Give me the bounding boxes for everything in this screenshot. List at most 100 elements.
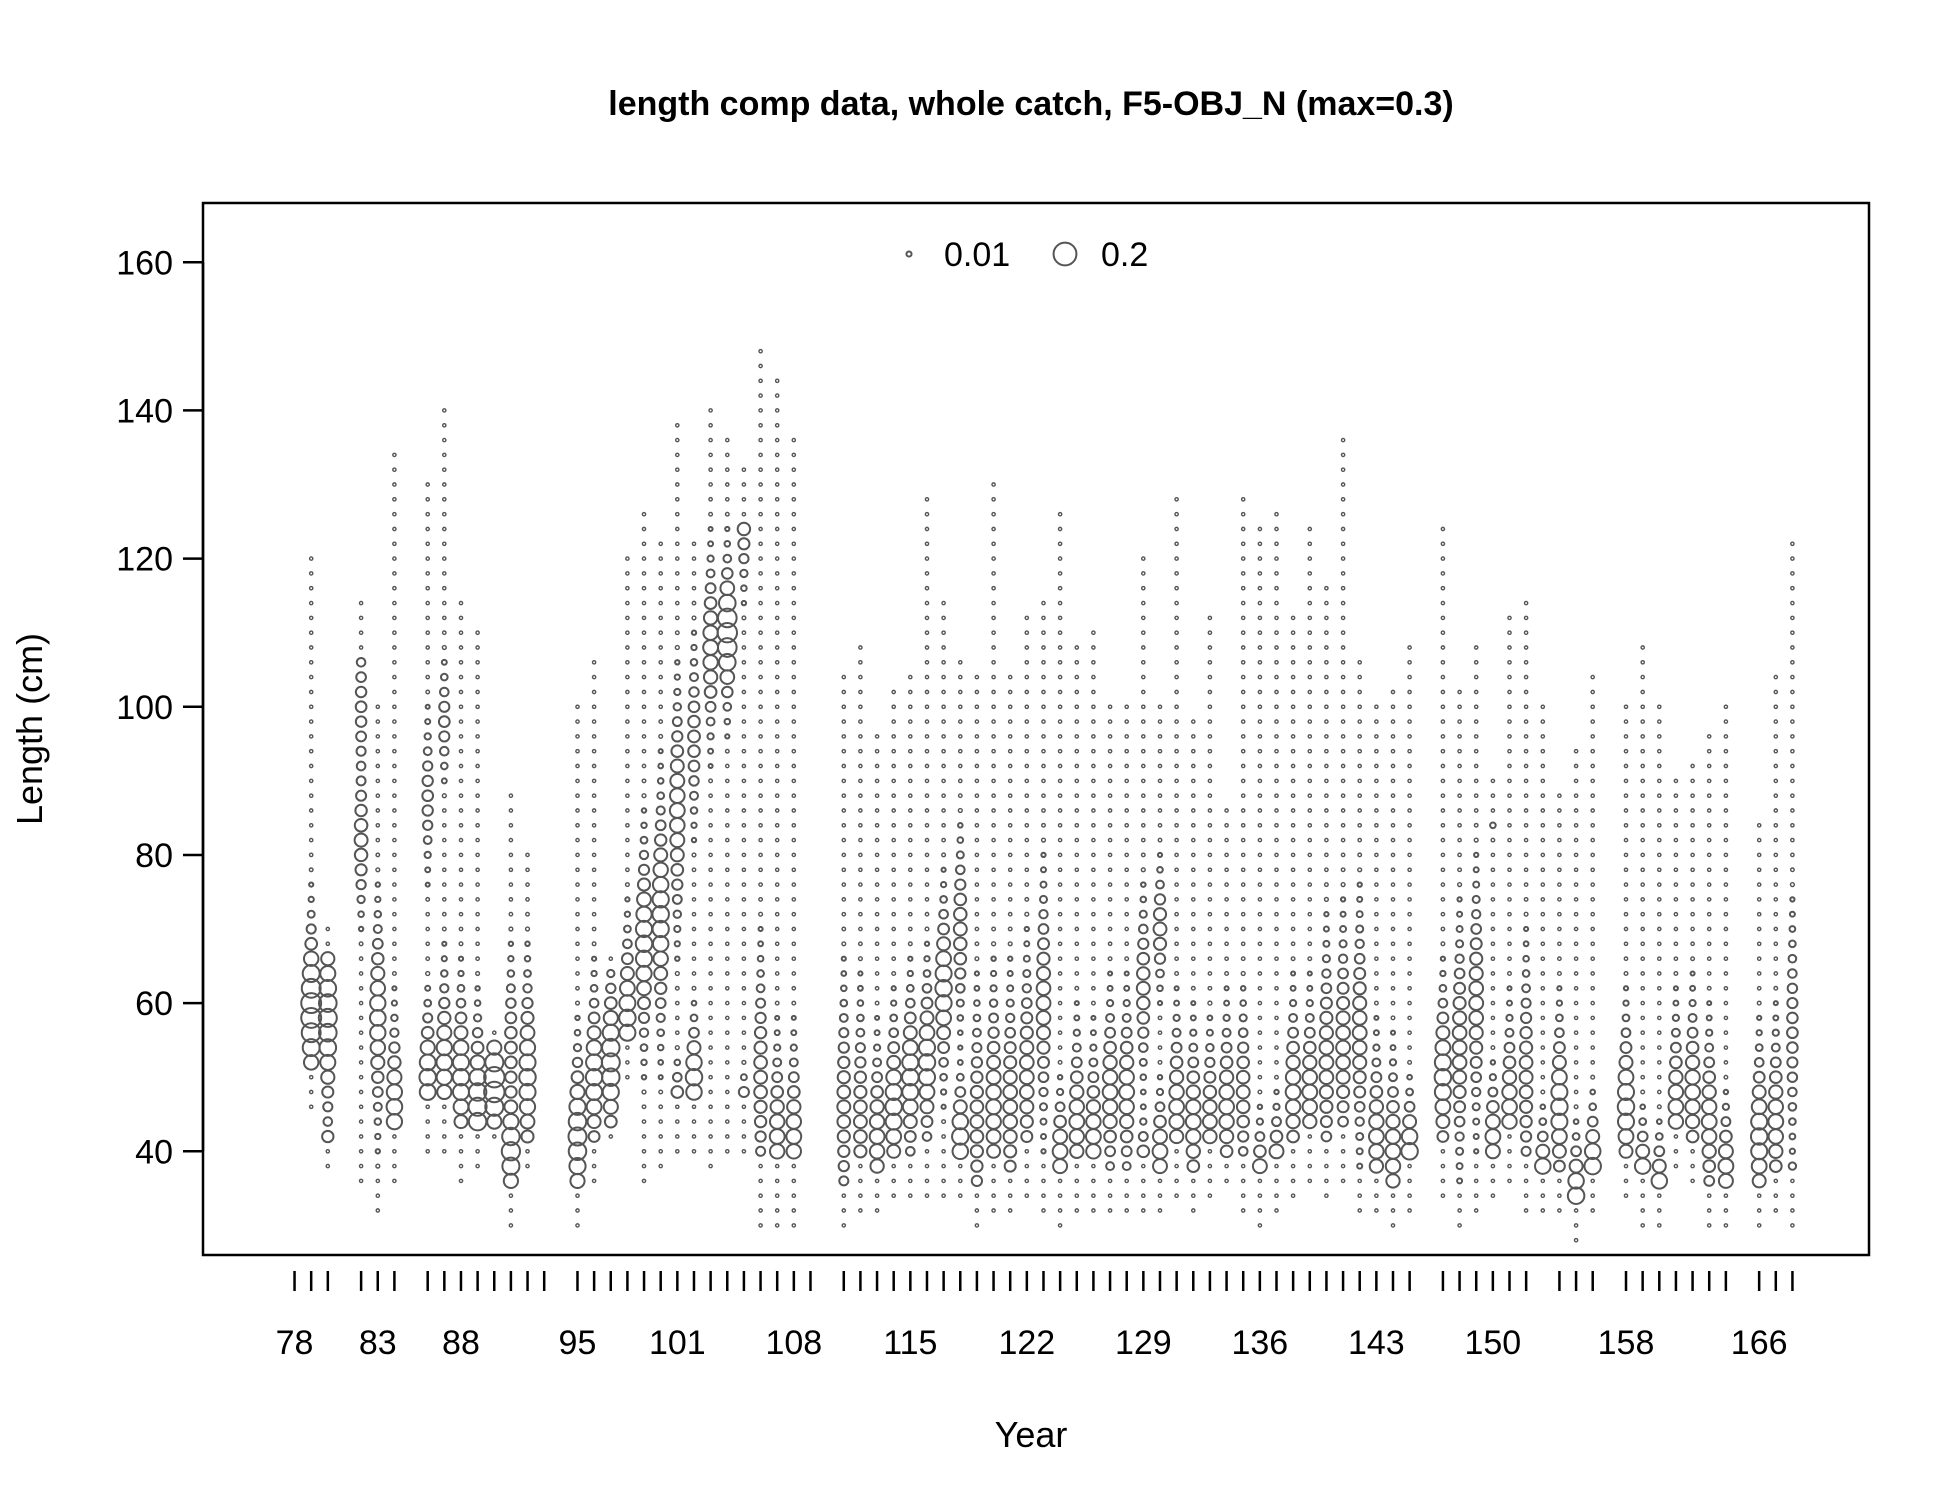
bubble-point xyxy=(1616,1097,1636,1117)
bubble-point xyxy=(1007,734,1013,739)
bubble-point xyxy=(475,1148,480,1154)
bubble-point xyxy=(1505,1013,1514,1023)
bubble-point xyxy=(1390,911,1396,917)
bubble-point xyxy=(1590,822,1596,828)
bubble-point xyxy=(1440,630,1446,636)
bubble-point xyxy=(1690,897,1695,902)
bubble-point xyxy=(986,1054,1002,1070)
bubble-point xyxy=(1503,1041,1516,1054)
bubble-point xyxy=(441,437,447,443)
bubble-point xyxy=(486,1039,503,1056)
bubble-point xyxy=(1285,1054,1301,1071)
bubble-point xyxy=(1336,996,1351,1011)
bubble-point xyxy=(1490,941,1496,947)
bubble-point xyxy=(758,1223,763,1228)
bubble-point xyxy=(1207,1148,1213,1154)
bubble-point xyxy=(441,630,447,636)
bubble-point xyxy=(1240,571,1246,576)
bubble-point xyxy=(1768,1070,1783,1085)
bubble-point xyxy=(1457,852,1462,858)
bubble-point xyxy=(1174,763,1179,769)
bubble-point xyxy=(425,926,431,932)
bubble-point xyxy=(924,674,930,680)
bubble-point xyxy=(1573,1000,1579,1006)
bubble-point xyxy=(475,822,480,828)
bubble-point xyxy=(957,793,963,799)
bubble-point xyxy=(991,600,996,606)
bubble-point xyxy=(1207,793,1213,799)
bubble-point xyxy=(1322,925,1330,933)
bubble-point xyxy=(320,951,336,967)
bubble-point xyxy=(425,1148,431,1154)
bubble-point xyxy=(1340,778,1346,784)
bubble-point xyxy=(1673,1163,1679,1169)
bubble-point xyxy=(308,674,314,680)
bubble-point xyxy=(924,689,930,695)
bubble-point xyxy=(1540,734,1546,739)
bubble-point xyxy=(974,867,980,873)
bubble-point xyxy=(1224,808,1229,813)
bubble-point xyxy=(708,852,713,858)
bubble-point xyxy=(754,1130,767,1143)
bubble-point xyxy=(1087,1071,1100,1084)
bubble-point xyxy=(1357,793,1363,799)
bubble-point xyxy=(353,847,369,863)
bubble-point xyxy=(1140,763,1146,769)
bubble-point xyxy=(691,1134,697,1139)
bubble-point xyxy=(484,1096,505,1117)
bubble-point xyxy=(791,837,797,843)
bubble-point xyxy=(638,1027,650,1038)
bubble-point xyxy=(1007,808,1013,813)
bubble-point xyxy=(858,704,863,710)
bubble-point xyxy=(1019,1025,1034,1040)
bubble-point xyxy=(854,1056,867,1069)
bubble-point xyxy=(1756,956,1762,962)
bubble-point xyxy=(972,1013,982,1023)
bubble-point xyxy=(941,808,946,813)
bubble-point xyxy=(322,1101,334,1113)
bubble-point xyxy=(1773,1193,1779,1199)
bubble-point xyxy=(688,1026,700,1039)
bubble-point xyxy=(1340,674,1346,680)
bubble-point xyxy=(690,821,698,829)
bubble-point xyxy=(1138,1057,1148,1067)
bubble-point xyxy=(1290,911,1296,917)
bubble-point xyxy=(1457,867,1463,873)
bubble-point xyxy=(504,1070,518,1084)
bubble-point xyxy=(1440,926,1446,932)
bubble-point xyxy=(1440,1148,1446,1154)
bubble-point xyxy=(392,734,397,739)
bubble-point xyxy=(438,996,451,1010)
bubble-point xyxy=(1440,719,1446,724)
bubble-point xyxy=(1074,941,1080,947)
bubble-point xyxy=(991,808,996,813)
bubble-point xyxy=(440,969,449,978)
bubble-point xyxy=(1006,970,1014,977)
bubble-point xyxy=(358,630,364,636)
bubble-point xyxy=(856,1013,865,1023)
bubble-point xyxy=(1124,837,1130,843)
bubble-point xyxy=(858,1208,863,1213)
bubble-point xyxy=(1640,837,1646,843)
bubble-point xyxy=(1024,882,1030,887)
bubble-point xyxy=(1057,556,1063,561)
bubble-point xyxy=(741,482,747,487)
bubble-point xyxy=(1240,897,1246,902)
bubble-point xyxy=(1374,822,1379,828)
bubble-point xyxy=(1257,852,1263,858)
bubble-point xyxy=(1723,911,1729,917)
bubble-point xyxy=(1407,734,1412,739)
bubble-point xyxy=(1622,999,1630,1007)
bubble-point xyxy=(1340,585,1346,591)
bubble-point xyxy=(674,985,680,991)
bubble-point xyxy=(1257,956,1263,962)
bubble-point xyxy=(638,849,650,861)
bubble-point xyxy=(1656,822,1662,828)
bubble-point xyxy=(625,689,630,695)
bubble-point xyxy=(1174,674,1179,680)
bubble-point xyxy=(724,511,730,517)
bubble-point xyxy=(625,852,630,858)
bubble-point xyxy=(441,511,447,517)
bubble-point xyxy=(1207,852,1213,858)
bubble-point xyxy=(1307,630,1313,636)
